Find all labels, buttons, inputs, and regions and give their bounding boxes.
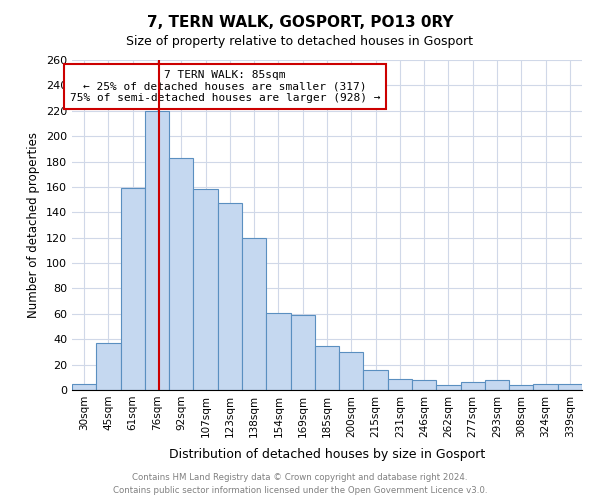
Bar (242, 238, 266, 390)
Bar (96, 343, 121, 390)
Text: 7 TERN WALK: 85sqm
← 25% of detached houses are smaller (317)
75% of semi-detach: 7 TERN WALK: 85sqm ← 25% of detached hou… (70, 70, 380, 103)
Bar (72, 384, 96, 390)
Bar (412, 380, 436, 390)
Bar (339, 352, 364, 390)
Bar (436, 385, 461, 390)
Text: 7, TERN WALK, GOSPORT, PO13 0RY: 7, TERN WALK, GOSPORT, PO13 0RY (147, 15, 453, 30)
Bar (388, 378, 412, 390)
Bar (169, 158, 193, 390)
Bar (145, 111, 169, 390)
Bar (218, 204, 242, 390)
Bar (364, 370, 388, 390)
Bar (290, 315, 315, 390)
X-axis label: Distribution of detached houses by size in Gosport: Distribution of detached houses by size … (169, 448, 485, 461)
Bar (315, 346, 339, 390)
Text: Size of property relative to detached houses in Gosport: Size of property relative to detached ho… (127, 35, 473, 48)
Bar (193, 190, 218, 390)
Bar (509, 385, 533, 390)
Bar (121, 188, 145, 390)
Bar (533, 384, 558, 390)
Text: Contains HM Land Registry data © Crown copyright and database right 2024.
Contai: Contains HM Land Registry data © Crown c… (113, 473, 487, 495)
Bar (461, 382, 485, 390)
Bar (558, 384, 582, 390)
Bar (266, 312, 290, 390)
Bar (485, 380, 509, 390)
Y-axis label: Number of detached properties: Number of detached properties (28, 132, 40, 318)
